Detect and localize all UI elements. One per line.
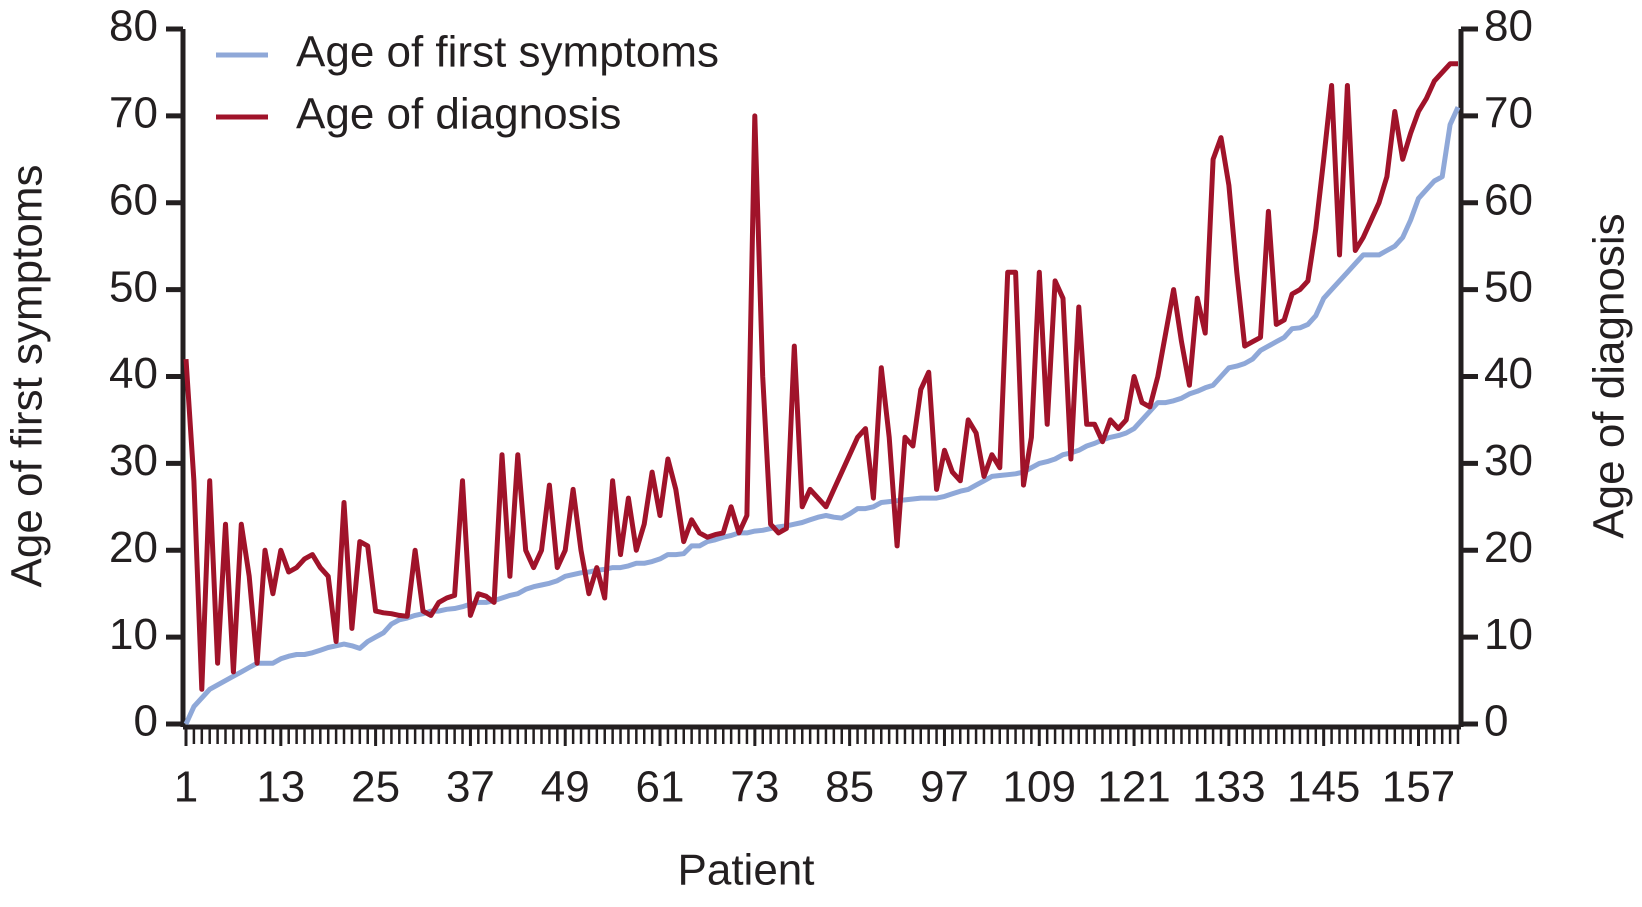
y2-tick-label: 10	[1484, 610, 1533, 659]
y-tick-label: 30	[109, 436, 158, 485]
x-tick-label: 85	[825, 763, 874, 812]
legend-label: Age of first symptoms	[296, 28, 719, 77]
x-axis-title: Patient	[678, 846, 815, 895]
series-line	[183, 106, 1461, 726]
y-axis-title: Age of first symptoms	[3, 164, 52, 587]
y2-tick-label: 20	[1484, 523, 1533, 572]
y2-tick-label: 80	[1484, 2, 1533, 51]
x-tick-label: 49	[541, 763, 590, 812]
x-tick-label: 61	[636, 763, 685, 812]
x-tick-label: 145	[1287, 763, 1360, 812]
legend-label: Age of diagnosis	[296, 90, 621, 139]
x-tick-label: 157	[1382, 763, 1455, 812]
x-tick-label: 37	[446, 763, 495, 812]
x-tick-label: 73	[730, 763, 779, 812]
x-tick-label: 1	[174, 763, 198, 812]
y-tick-label: 20	[109, 523, 158, 572]
y-tick-label: 80	[109, 2, 158, 51]
y2-tick-label: 40	[1484, 349, 1533, 398]
y2-tick-label: 50	[1484, 262, 1533, 311]
y-tick-label: 60	[109, 175, 158, 224]
y2-tick-label: 60	[1484, 175, 1533, 224]
y-tick-label: 50	[109, 262, 158, 311]
y2-tick-label: 0	[1484, 697, 1508, 746]
x-tick-label: 133	[1192, 763, 1265, 812]
y-tick-label: 10	[109, 610, 158, 659]
y-tick-label: 0	[134, 697, 158, 746]
y2-axis-title: Age of diagnosis	[1585, 213, 1634, 538]
x-tick-label: 109	[1003, 763, 1076, 812]
y2-tick-label: 30	[1484, 436, 1533, 485]
series-line	[183, 61, 1458, 692]
x-tick-label: 97	[920, 763, 969, 812]
y-tick-label: 40	[109, 349, 158, 398]
x-tick-label: 25	[351, 763, 400, 812]
y-tick-label: 70	[109, 89, 158, 138]
x-tick-label: 13	[256, 763, 305, 812]
x-tick-label: 121	[1097, 763, 1170, 812]
y2-tick-label: 70	[1484, 89, 1533, 138]
